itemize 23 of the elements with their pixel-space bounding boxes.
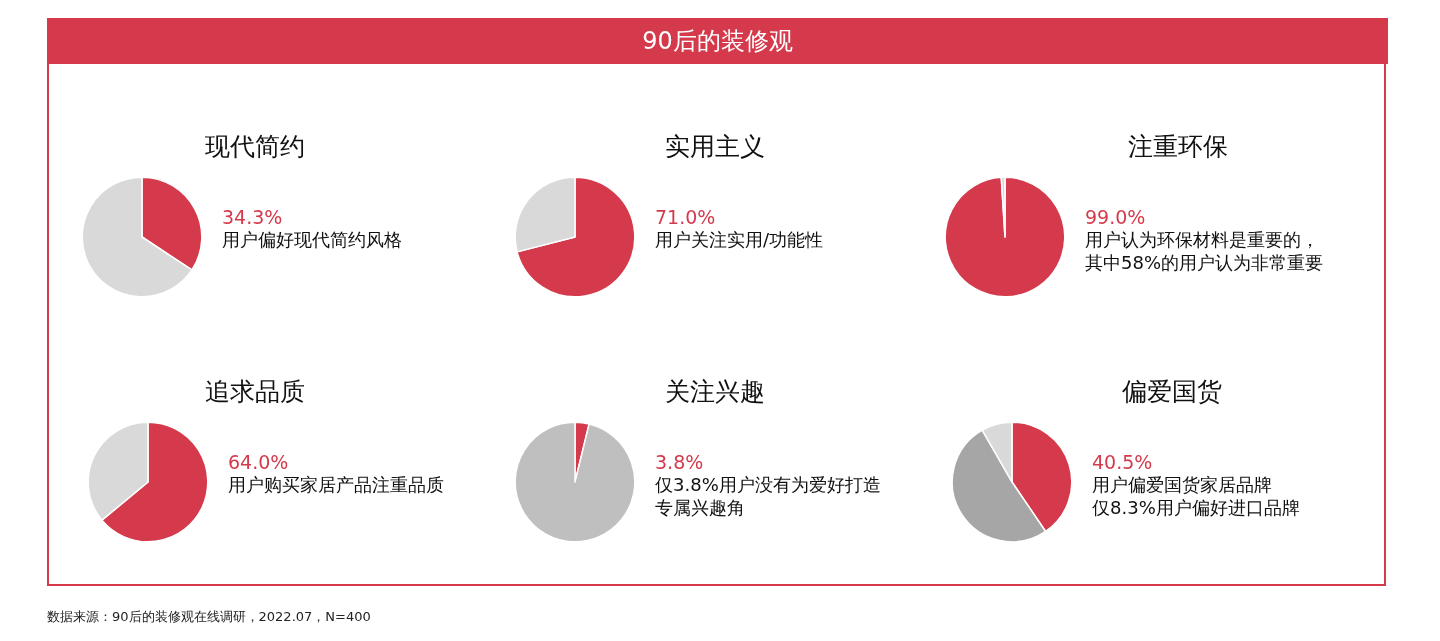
- text: 用户认为环保材料是重要的，: [1085, 228, 1319, 251]
- text: 关注兴趣: [665, 376, 765, 408]
- text: 仅8.3%用户偏好进口品牌: [1092, 496, 1300, 519]
- source-note: 数据来源：90后的装修观在线调研，2022.07，N=400: [47, 608, 371, 626]
- text: 注重环保: [1128, 131, 1228, 163]
- text: 3.8%: [655, 450, 704, 474]
- text: 64.0%: [228, 450, 289, 474]
- text: 40.5%: [1092, 450, 1153, 474]
- text: 现代简约: [205, 131, 305, 163]
- text: 用户偏爱国货家居品牌: [1092, 473, 1272, 496]
- text: 71.0%: [655, 205, 716, 229]
- text: 专属兴趣角: [655, 496, 745, 519]
- text: 用户关注实用/功能性: [655, 228, 824, 251]
- text: 其中58%的用户认为非常重要: [1085, 251, 1324, 274]
- text: 仅3.8%用户没有为爱好打造: [655, 473, 881, 496]
- text: 90后的装修观: [47, 18, 1388, 64]
- text: 偏爱国货: [1122, 376, 1222, 408]
- text: 用户购买家居产品注重品质: [228, 473, 444, 496]
- text: 99.0%: [1085, 205, 1146, 229]
- chart-title: 追求品质: [205, 376, 305, 408]
- text: 用户偏好现代简约风格: [222, 228, 402, 251]
- text: 34.3%: [222, 205, 283, 229]
- text: 实用主义: [665, 131, 765, 163]
